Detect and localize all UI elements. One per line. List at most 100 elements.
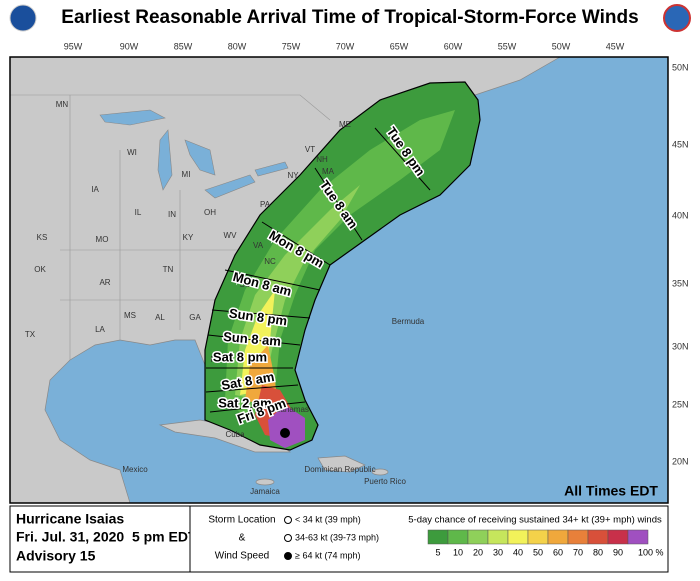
color-label: 20 bbox=[473, 547, 483, 557]
map-frame bbox=[9, 56, 669, 504]
time-note: All Times EDT bbox=[564, 483, 658, 499]
state-label: NH bbox=[316, 155, 328, 164]
state-label: TN bbox=[163, 265, 174, 274]
latitude-label: 20N bbox=[672, 456, 689, 466]
arrival-label: Sun 8 am bbox=[223, 329, 282, 349]
color-label: 40 bbox=[513, 547, 523, 557]
state-label: OH bbox=[204, 208, 216, 217]
color-swatch bbox=[487, 529, 509, 545]
land-jamaica bbox=[255, 478, 275, 486]
color-swatch bbox=[507, 529, 529, 545]
state-label: MI bbox=[182, 170, 191, 179]
storm-symbol bbox=[284, 552, 292, 560]
arrival-contours bbox=[205, 127, 431, 413]
storm-legend-item: ≥ 64 kt (74 mph) bbox=[295, 550, 360, 560]
storm-name: Hurricane Isaias bbox=[16, 511, 124, 527]
title: Earliest Reasonable Arrival Time of Trop… bbox=[61, 7, 638, 28]
state-label: OK bbox=[34, 265, 46, 274]
state-label: MN bbox=[56, 100, 69, 109]
state-label: PA bbox=[260, 200, 271, 209]
color-label: 60 bbox=[553, 547, 563, 557]
longitude-label: 55W bbox=[498, 41, 517, 51]
latitude-label: 45N bbox=[672, 139, 689, 149]
arrival-label: Sat 2 am bbox=[218, 395, 271, 410]
longitude-label: 65W bbox=[390, 41, 409, 51]
storm-symbol bbox=[284, 534, 292, 542]
longitude-label: 95W bbox=[64, 41, 83, 51]
place-label: Puerto Rico bbox=[364, 477, 406, 486]
storm-advisory: Advisory 15 bbox=[16, 548, 96, 564]
state-label: WV bbox=[224, 231, 238, 240]
color-swatch bbox=[447, 529, 469, 545]
nws-logo bbox=[663, 4, 691, 32]
longitude-label: 60W bbox=[444, 41, 463, 51]
storm-legend-title: Wind Speed bbox=[215, 551, 269, 562]
color-swatch bbox=[587, 529, 609, 545]
color-label: 5 bbox=[435, 547, 440, 557]
color-label: 80 bbox=[593, 547, 603, 557]
longitude-label: 50W bbox=[552, 41, 571, 51]
latitude-label: 25N bbox=[672, 399, 689, 409]
storm-legend-title: Storm Location bbox=[208, 515, 275, 526]
probability-swath bbox=[204, 81, 481, 451]
state-label: MA bbox=[322, 167, 335, 176]
color-label: 30 bbox=[493, 547, 503, 557]
color-swatch bbox=[467, 529, 489, 545]
state-label: ME bbox=[339, 120, 351, 129]
color-swatch bbox=[527, 529, 549, 545]
place-label: Cuba bbox=[225, 430, 245, 439]
color-swatch bbox=[547, 529, 569, 545]
color-label: 50 bbox=[533, 547, 543, 557]
longitude-label: 80W bbox=[228, 41, 247, 51]
storm-date: Fri. Jul. 31, 2020 5 pm EDT bbox=[16, 529, 197, 545]
longitude-label: 85W bbox=[174, 41, 193, 51]
longitude-label: 45W bbox=[606, 41, 625, 51]
place-label: Mexico bbox=[122, 465, 148, 474]
latitude-label: 40N bbox=[672, 210, 689, 220]
storm-box bbox=[9, 505, 191, 573]
color-label: 90 bbox=[613, 547, 623, 557]
latitude-label: 30N bbox=[672, 341, 689, 351]
storm-legend-title: & bbox=[239, 533, 246, 544]
state-label: KY bbox=[183, 233, 194, 242]
state-label: FL bbox=[210, 355, 220, 364]
storm-location bbox=[280, 428, 290, 438]
state-label: IN bbox=[168, 210, 176, 219]
state-label: VT bbox=[305, 145, 315, 154]
state-label: KS bbox=[37, 233, 48, 242]
great-lakes bbox=[99, 109, 289, 199]
footer: Hurricane Isaias Fri. Jul. 31, 2020 5 pm… bbox=[9, 505, 669, 573]
storm-symbol bbox=[284, 516, 292, 524]
color-swatch bbox=[567, 529, 589, 545]
longitude-label: 75W bbox=[282, 41, 301, 51]
color-label: 100 % bbox=[638, 547, 664, 557]
land-hispaniola bbox=[317, 455, 366, 473]
place-label: Bermuda bbox=[392, 317, 425, 326]
color-swatch bbox=[627, 529, 649, 545]
state-label: IL bbox=[135, 208, 142, 217]
arrival-label: Sat 8 pm bbox=[213, 349, 267, 364]
state-label: VA bbox=[253, 241, 264, 250]
state-label: MS bbox=[124, 311, 136, 320]
place-label: Bahamas bbox=[275, 405, 309, 414]
color-label: 10 bbox=[453, 547, 463, 557]
state-label: NC bbox=[264, 257, 276, 266]
state-label: IA bbox=[91, 185, 99, 194]
state-label: GA bbox=[189, 313, 201, 322]
latitude-label: 50N bbox=[672, 62, 689, 72]
state-label: LA bbox=[95, 325, 105, 334]
state-label: AR bbox=[99, 278, 110, 287]
probability-title: 5-day chance of receiving sustained 34+ … bbox=[408, 515, 662, 526]
land-puerto-rico bbox=[371, 468, 389, 476]
longitude-label: 90W bbox=[120, 41, 139, 51]
state-label: SC bbox=[239, 280, 250, 289]
place-label: Jamaica bbox=[250, 487, 280, 496]
noaa-logo bbox=[9, 4, 37, 32]
color-label: 70 bbox=[573, 547, 583, 557]
latitude-label: 35N bbox=[672, 278, 689, 288]
color-swatch bbox=[607, 529, 629, 545]
state-label: MO bbox=[96, 235, 109, 244]
place-label: Dominican Republic bbox=[304, 465, 375, 474]
storm-legend-item: < 34 kt (39 mph) bbox=[295, 514, 361, 524]
